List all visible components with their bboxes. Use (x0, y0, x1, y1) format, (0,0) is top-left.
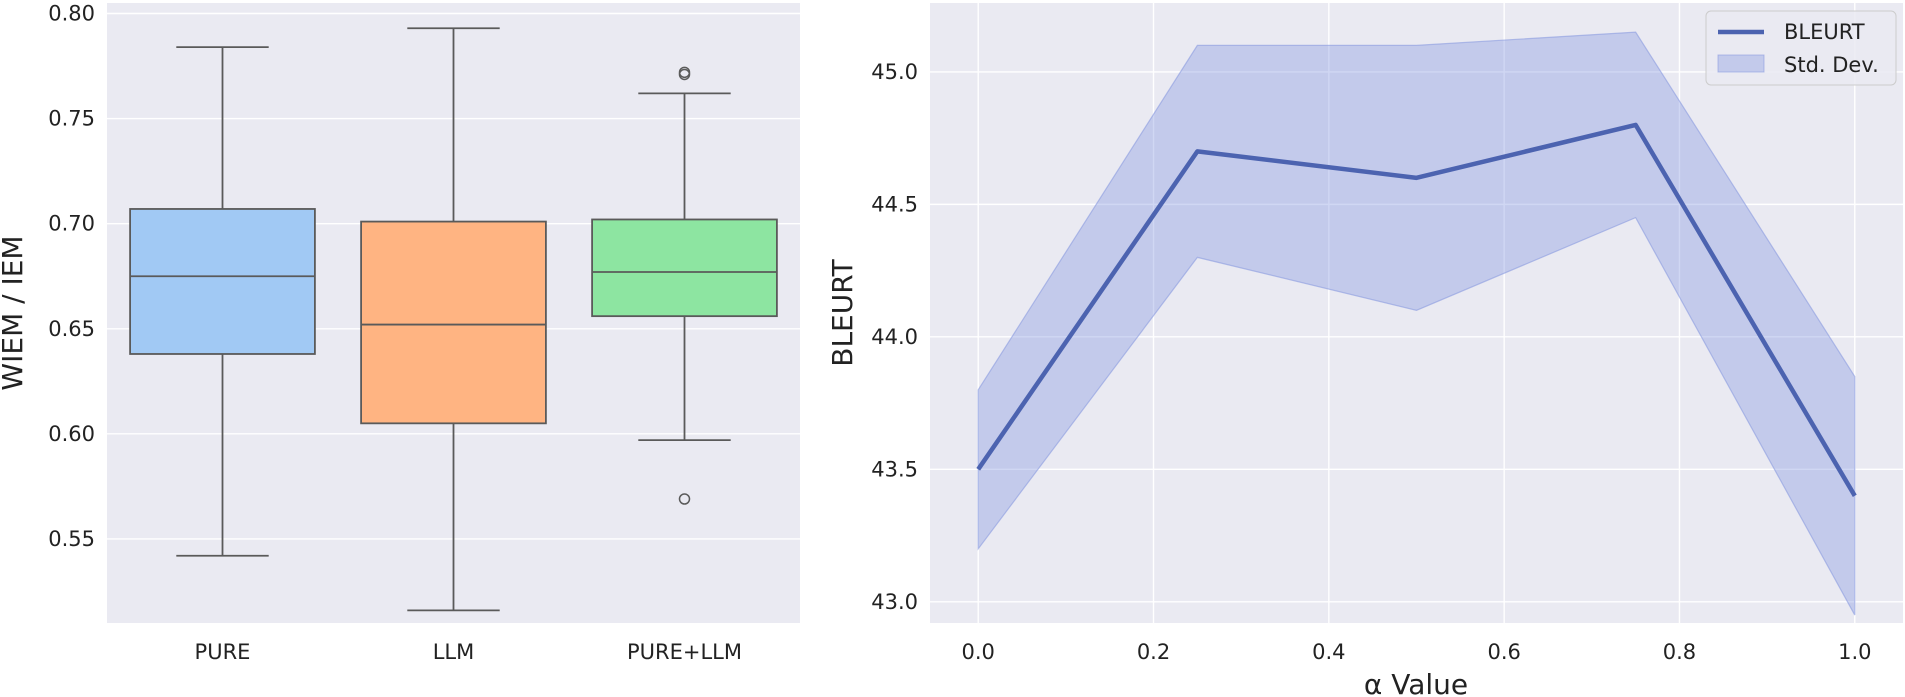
boxplot-y-tick-label: 0.80 (48, 2, 95, 26)
lineplot-y-tick-label: 45.0 (871, 60, 918, 84)
legend-label-std-dev: Std. Dev. (1784, 53, 1879, 77)
boxplot-y-tick-label: 0.65 (48, 317, 95, 341)
boxplot-x-tick-labels: PURE LLM PURE+LLM (195, 640, 742, 664)
bleurt-line (976, 122, 1857, 497)
lineplot-axes-background (930, 3, 1903, 623)
boxplot-y-tick-label: 0.70 (48, 212, 95, 236)
boxplot-y-axis-label: WIEM / IEM (0, 235, 29, 390)
lineplot-x-tick-label: 0.4 (1312, 640, 1345, 664)
boxplot-y-tick-label: 0.60 (48, 422, 95, 446)
lineplot-gridlines (930, 3, 1903, 623)
boxplot-boxes (129, 27, 778, 612)
lineplot-x-tick-label: 0.2 (1137, 640, 1170, 664)
line-panel: 43.043.544.044.545.0 0.0 0.2 0.4 0.6 0.8 1.0 … (826, 3, 1903, 697)
lineplot-x-tick-labels: 0.0 0.2 0.4 0.6 0.8 1.0 (962, 640, 1872, 664)
lineplot-x-tick-label: 0.0 (962, 640, 995, 664)
lineplot-y-tick-label: 43.5 (871, 457, 918, 481)
legend: BLEURT Std. Dev. (1705, 10, 1897, 86)
boxplot-y-tick-label: 0.55 (48, 527, 95, 551)
outlier-point (678, 493, 691, 505)
lineplot-y-tick-label: 44.0 (871, 325, 918, 349)
boxplot-x-tick-label: PURE (195, 640, 251, 664)
iqr-box (360, 220, 547, 425)
box-llm (360, 27, 547, 612)
boxplot-x-tick-label: PURE+LLM (627, 640, 742, 664)
legend-label-bleurt: BLEURT (1784, 20, 1865, 44)
boxplot-x-tick-label: LLM (433, 640, 475, 664)
outlier-point (678, 66, 691, 79)
box-pure (129, 46, 316, 557)
lineplot-x-tick-label: 1.0 (1838, 640, 1871, 664)
iqr-box (129, 208, 316, 355)
legend-band-swatch (1717, 54, 1765, 73)
lineplot-x-tick-label: 0.6 (1487, 640, 1520, 664)
std-dev-band (977, 31, 1856, 616)
box-pure-llm (591, 66, 778, 505)
lineplot-x-axis-label: α Value (1364, 668, 1468, 697)
iqr-box (591, 218, 778, 318)
lineplot-y-tick-labels: 43.0 43.5 44.0 44.5 45.0 (871, 60, 918, 614)
lineplot-x-tick-label: 0.8 (1663, 640, 1696, 664)
lineplot-y-axis-label: BLEURT (826, 258, 859, 366)
boxplot-y-tick-label: 0.75 (48, 107, 95, 131)
legend-frame (1705, 10, 1897, 86)
lineplot-y-tick-label: 44.5 (871, 192, 918, 216)
boxplot-y-tick-labels: 0.55 0.60 0.65 0.70 0.75 0.80 (48, 2, 95, 551)
lineplot-y-tick-label: 43.0 (871, 590, 918, 614)
boxplot-panel: 0.55 0.60 0.65 0.70 0.75 0.80 PURE LLM PURE+LLM… (0, 2, 800, 664)
